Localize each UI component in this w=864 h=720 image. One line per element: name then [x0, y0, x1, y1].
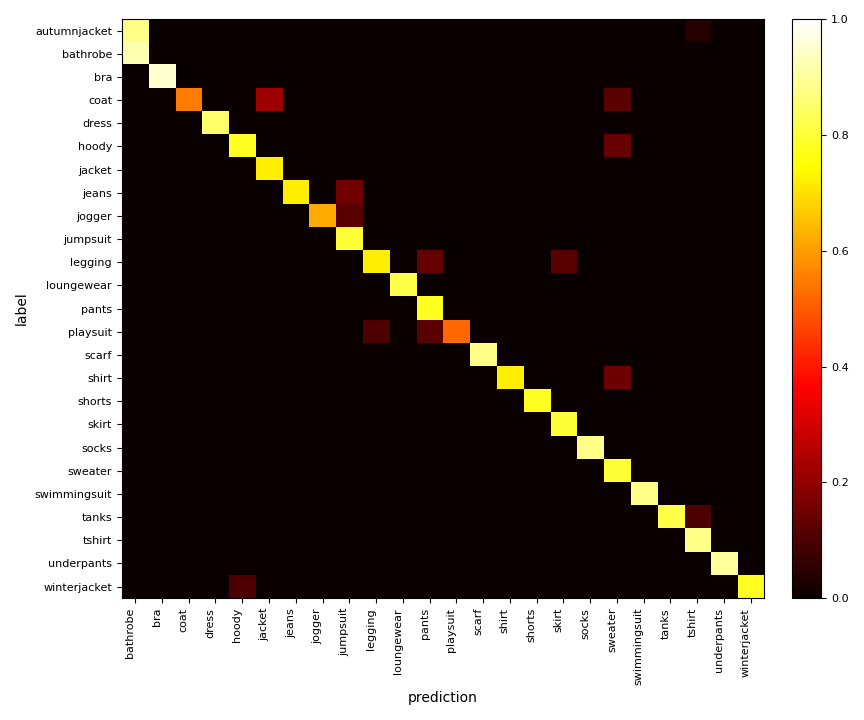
Y-axis label: label: label [15, 292, 29, 325]
X-axis label: prediction: prediction [408, 691, 478, 705]
